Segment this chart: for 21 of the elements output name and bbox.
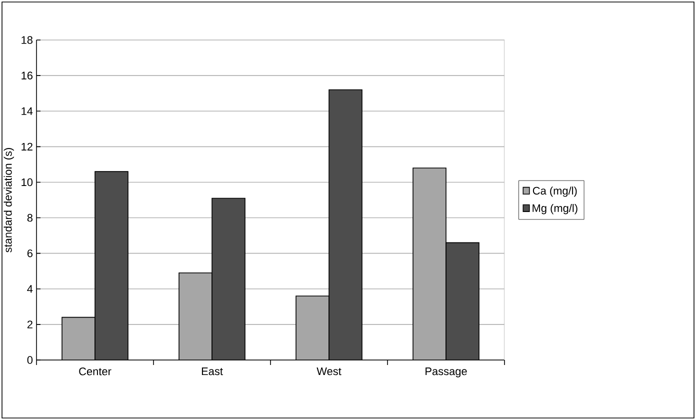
x-tick-label: West (316, 368, 342, 376)
y-tick-label: 12 (22, 142, 32, 150)
y-axis-title: standard deviation (s) (4, 148, 14, 252)
y-tick-label: 10 (22, 178, 33, 186)
x-tick-label: East (202, 368, 223, 376)
y-tick-label: 16 (22, 72, 32, 80)
bar (212, 198, 246, 360)
y-tick-label: 8 (27, 214, 32, 222)
bar (95, 172, 128, 360)
legend-label: Mg (mg/l) (532, 204, 578, 214)
bar (329, 90, 362, 360)
bar (446, 242, 480, 360)
y-tick-label: 2 (27, 320, 32, 328)
y-tick-label: 0 (27, 356, 33, 364)
x-tick-label: Passage (426, 368, 467, 378)
y-tick-label: 18 (22, 36, 32, 44)
y-tick-label: 14 (22, 107, 33, 115)
y-tick-label: 6 (27, 249, 32, 258)
x-tick-label: Center (79, 368, 112, 376)
y-tick-label: 4 (27, 285, 33, 293)
legend-label: Ca (mg/l) (532, 186, 577, 197)
